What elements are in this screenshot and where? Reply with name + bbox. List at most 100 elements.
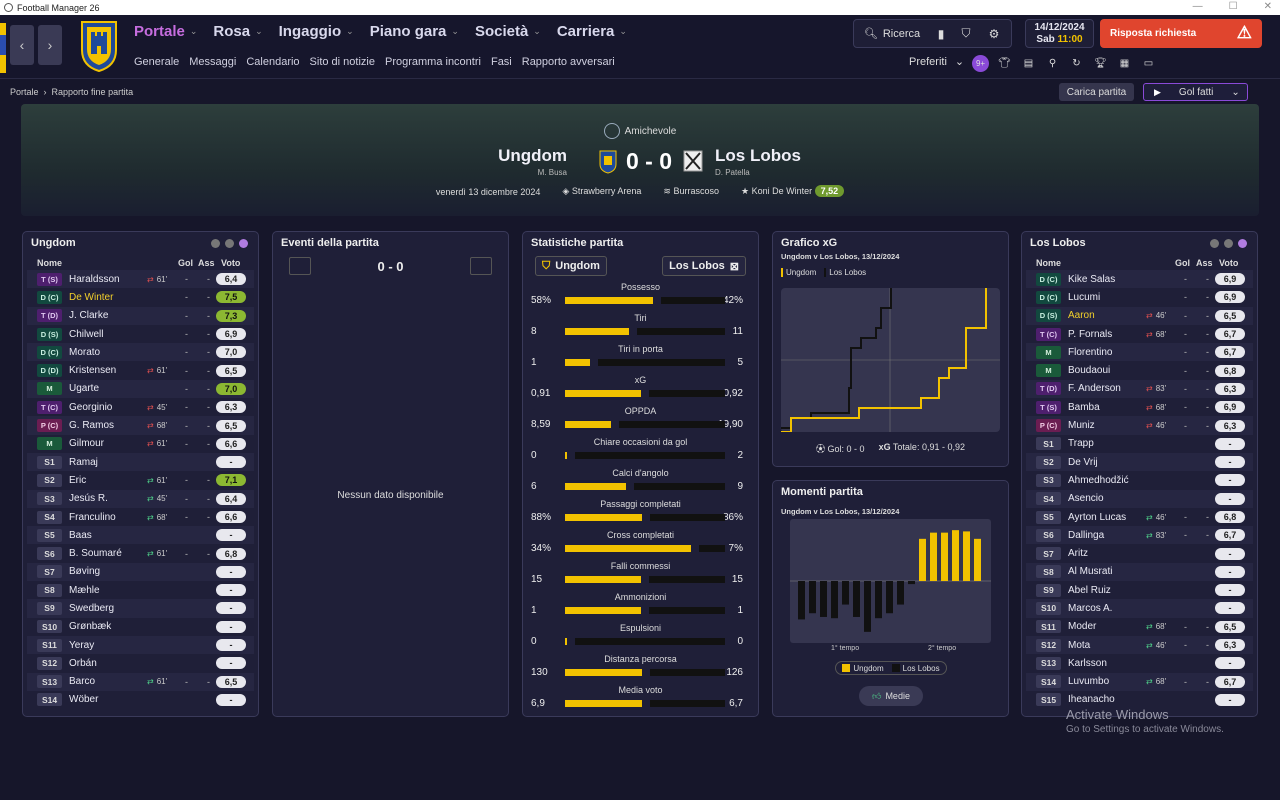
player-name[interactable]: J. Clarke (69, 310, 109, 322)
player-name[interactable]: Aaron (1068, 310, 1095, 322)
settings-button[interactable]: ⚙ (981, 20, 1007, 47)
player-row[interactable]: S4 Franculino ⇄ 68' - -6,6 (27, 508, 254, 526)
document-icon[interactable]: ▤ (1023, 58, 1034, 69)
player-row[interactable]: T (S) Haraldsson ⇄ 61' - -6,4 (27, 270, 254, 289)
player-name[interactable]: B. Soumaré (69, 548, 122, 560)
player-row[interactable]: S5 Ayrton Lucas ⇄ 46' - -6,8 (1026, 508, 1253, 526)
away-team[interactable]: Los Lobos D. Patella (715, 146, 801, 177)
player-row[interactable]: T (D) J. Clarke - -7,3 (27, 306, 254, 325)
menu-carriera[interactable]: Carriera ⌄ (557, 23, 627, 40)
player-name[interactable]: Iheanacho (1068, 694, 1115, 706)
view-dot-icon[interactable] (239, 239, 248, 248)
player-name[interactable]: Al Musrati (1068, 566, 1113, 578)
player-name[interactable]: Mota (1068, 639, 1091, 651)
player-row[interactable]: M Florentino - -6,7 (1026, 343, 1253, 362)
player-row[interactable]: S11 Moder ⇄ 68' - -6,5 (1026, 618, 1253, 636)
player-row[interactable]: D (C) Morato - -7,0 (27, 343, 254, 362)
player-name[interactable]: Barco (69, 676, 96, 688)
continue-button[interactable]: Risposta richiesta ⚠ (1100, 19, 1262, 48)
submenu-item[interactable]: Messaggi (189, 56, 237, 68)
player-name[interactable]: Orbán (69, 657, 97, 669)
view-dot-icon[interactable] (1224, 239, 1233, 248)
player-name[interactable]: Morato (69, 346, 101, 358)
refresh-icon[interactable]: ↻ (1072, 58, 1081, 69)
player-row[interactable]: S2 De Vrij - (1026, 452, 1253, 472)
trophy-icon[interactable]: 🏆︎ (1094, 58, 1107, 69)
menu-piano-gara[interactable]: Piano gara ⌄ (370, 23, 459, 40)
goals-dropdown[interactable]: ▶ Gol fatti ⌄ (1143, 83, 1248, 101)
player-name[interactable]: P. Fornals (1068, 328, 1113, 340)
load-match-button[interactable]: Carica partita (1059, 83, 1134, 101)
player-name[interactable]: Jesús R. (69, 493, 108, 505)
player-name[interactable]: Asencio (1068, 493, 1104, 505)
view-dot-icon[interactable] (1238, 239, 1247, 248)
column-assists[interactable]: Ass (1196, 258, 1213, 268)
player-name[interactable]: Abel Ruiz (1068, 584, 1111, 596)
home-team[interactable]: Ungdom M. Busa (498, 146, 567, 177)
player-name[interactable]: Eric (69, 474, 87, 486)
player-name[interactable]: Chilwell (69, 328, 104, 340)
view-dot-icon[interactable] (225, 239, 234, 248)
maximize-button[interactable]: ☐ (1228, 1, 1238, 12)
player-name[interactable]: Luvumbo (1068, 676, 1110, 688)
submenu-item[interactable]: Fasi (490, 56, 512, 68)
player-row[interactable]: S3 Ahmedhodžić - (1026, 471, 1253, 489)
player-name[interactable]: Lucumi (1068, 291, 1101, 303)
column-name[interactable]: Nome (1036, 258, 1062, 268)
club-crest-icon[interactable] (80, 20, 118, 72)
favorites-dropdown[interactable]: Preferiti ⌄ (909, 55, 965, 69)
player-row[interactable]: S1 Ramaj - (27, 452, 254, 472)
player-row[interactable]: S2 Eric ⇄ 61' - -7,1 (27, 471, 254, 489)
back-button[interactable]: ‹ (10, 25, 34, 65)
panel-view-toggle[interactable] (211, 239, 248, 248)
breadcrumb-home[interactable]: Portale (10, 87, 39, 97)
player-name[interactable]: Moder (1068, 621, 1097, 633)
view-dot-icon[interactable] (1210, 239, 1219, 248)
player-row[interactable]: D (S) Aaron ⇄ 46' - -6,5 (1026, 306, 1253, 325)
player-name[interactable]: Dallinga (1068, 529, 1105, 541)
player-name[interactable]: Bøving (69, 566, 101, 578)
player-row[interactable]: D (C) Lucumi - -6,9 (1026, 288, 1253, 306)
player-row[interactable]: S4 Asencio - (1026, 489, 1253, 508)
player-name[interactable]: Aritz (1068, 548, 1088, 560)
player-row[interactable]: T (C) P. Fornals ⇄ 68' - -6,7 (1026, 325, 1253, 343)
player-row[interactable]: S1 Trapp - (1026, 435, 1253, 453)
player-row[interactable]: M Boudaoui - -6,8 (1026, 361, 1253, 379)
submenu-item[interactable]: Calendario (246, 56, 300, 68)
player-row[interactable]: D (S) Chilwell - -6,9 (27, 325, 254, 343)
player-name[interactable]: Ugarte (69, 383, 100, 395)
player-name[interactable]: Mæhle (69, 584, 100, 596)
column-assists[interactable]: Ass (198, 258, 215, 268)
player-name[interactable]: Haraldsson (69, 273, 120, 285)
player-name[interactable]: Franculino (69, 511, 116, 523)
player-row[interactable]: T (D) F. Anderson ⇄ 83' - -6,3 (1026, 379, 1253, 399)
column-name[interactable]: Nome (37, 258, 63, 268)
player-row[interactable]: S5 Baas - (27, 526, 254, 545)
player-row[interactable]: S8 Al Musrati - (1026, 562, 1253, 582)
submenu-item[interactable]: Generale (134, 56, 180, 68)
player-row[interactable]: S10 Marcos A. - (1026, 599, 1253, 618)
player-name[interactable]: Trapp (1068, 438, 1094, 450)
player-name[interactable]: Bamba (1068, 401, 1100, 413)
column-goals[interactable]: Gol (178, 258, 193, 268)
shirt-icon[interactable]: 👕︎ (998, 58, 1011, 69)
view-dot-icon[interactable] (211, 239, 220, 248)
player-row[interactable]: S7 Bøving - (27, 562, 254, 582)
notes-button[interactable]: ▮ (928, 20, 954, 47)
player-name[interactable]: Boudaoui (1068, 365, 1111, 377)
player-name[interactable]: Swedberg (69, 602, 115, 614)
player-of-match[interactable]: ★ Koni De Winter 7,52 (741, 185, 845, 197)
player-name[interactable]: Ramaj (69, 456, 98, 468)
submenu-item[interactable]: Programma incontri (384, 56, 481, 68)
player-name[interactable]: Ahmedhodžić (1068, 474, 1129, 486)
player-row[interactable]: S13 Karlsson - (1026, 654, 1253, 672)
player-row[interactable]: S15 Iheanacho - (1026, 691, 1253, 709)
player-name[interactable]: Muniz (1068, 420, 1095, 432)
column-goals[interactable]: Gol (1175, 258, 1190, 268)
panel-view-toggle[interactable] (1210, 239, 1247, 248)
player-row[interactable]: S3 Jesús R. ⇄ 45' - -6,4 (27, 489, 254, 508)
player-name[interactable]: Florentino (1068, 346, 1113, 358)
player-row[interactable]: S8 Mæhle - (27, 581, 254, 599)
player-row[interactable]: M Gilmour ⇄ 61' - -6,6 (27, 435, 254, 453)
player-name[interactable]: Yeray (69, 639, 95, 651)
